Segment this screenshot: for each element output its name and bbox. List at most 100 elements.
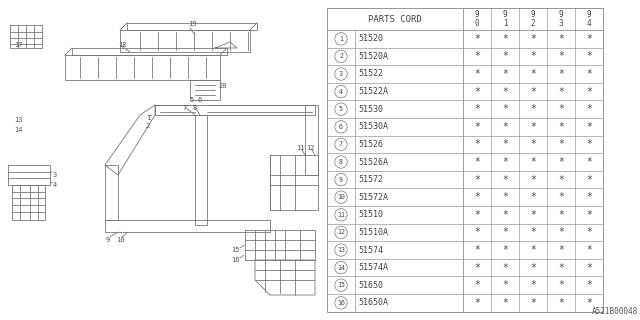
Text: *: * <box>558 245 564 255</box>
Text: *: * <box>558 122 564 132</box>
Circle shape <box>335 191 347 204</box>
Text: 6: 6 <box>339 124 343 130</box>
Text: 2: 2 <box>339 53 343 60</box>
Text: *: * <box>586 52 592 61</box>
Text: *: * <box>502 69 508 79</box>
Text: *: * <box>586 175 592 185</box>
Text: *: * <box>502 122 508 132</box>
Text: 11: 11 <box>337 212 345 218</box>
Text: *: * <box>474 298 480 308</box>
Text: 8: 8 <box>193 105 197 111</box>
Text: *: * <box>474 87 480 97</box>
Text: 16: 16 <box>231 257 239 263</box>
Circle shape <box>335 121 347 133</box>
Text: *: * <box>502 104 508 114</box>
Text: *: * <box>558 157 564 167</box>
Text: *: * <box>586 87 592 97</box>
Text: *: * <box>530 192 536 202</box>
Text: 1: 1 <box>339 36 343 42</box>
Text: *: * <box>474 263 480 273</box>
Text: 1: 1 <box>146 115 150 121</box>
Circle shape <box>335 297 347 309</box>
Circle shape <box>335 85 347 98</box>
Text: *: * <box>558 34 564 44</box>
Text: 3: 3 <box>339 71 343 77</box>
Text: *: * <box>530 87 536 97</box>
Text: 14: 14 <box>13 127 22 133</box>
Text: *: * <box>502 192 508 202</box>
Text: *: * <box>558 104 564 114</box>
Text: *: * <box>530 228 536 237</box>
Text: *: * <box>530 245 536 255</box>
Text: 19: 19 <box>188 21 196 27</box>
Text: 51530: 51530 <box>358 105 383 114</box>
Text: 16: 16 <box>337 300 345 306</box>
Bar <box>327 8 603 312</box>
Text: *: * <box>530 280 536 290</box>
Text: *: * <box>586 245 592 255</box>
Text: *: * <box>502 280 508 290</box>
Text: 2: 2 <box>146 123 150 129</box>
Text: *: * <box>474 140 480 149</box>
Text: *: * <box>586 34 592 44</box>
Text: *: * <box>474 34 480 44</box>
Text: *: * <box>558 263 564 273</box>
Text: 17: 17 <box>13 42 22 48</box>
Text: 5: 5 <box>190 97 194 103</box>
Text: 9: 9 <box>339 177 343 183</box>
Circle shape <box>335 261 347 274</box>
Text: 51574A: 51574A <box>358 263 388 272</box>
Circle shape <box>335 173 347 186</box>
Text: 15: 15 <box>337 282 345 288</box>
Text: 51510A: 51510A <box>358 228 388 237</box>
Text: 51572: 51572 <box>358 175 383 184</box>
Circle shape <box>335 244 347 256</box>
Text: *: * <box>530 157 536 167</box>
Text: *: * <box>530 140 536 149</box>
Text: 3: 3 <box>53 172 57 178</box>
Text: 51574: 51574 <box>358 245 383 254</box>
Text: 51520A: 51520A <box>358 52 388 61</box>
Circle shape <box>335 156 347 168</box>
Text: 12: 12 <box>306 145 314 151</box>
Text: 51530A: 51530A <box>358 122 388 131</box>
Text: 9
3: 9 3 <box>559 10 563 28</box>
Text: 20: 20 <box>218 83 227 89</box>
Text: 7: 7 <box>339 141 343 148</box>
Text: 10: 10 <box>116 237 124 243</box>
Text: *: * <box>474 228 480 237</box>
Text: 51526A: 51526A <box>358 157 388 166</box>
Text: 9
1: 9 1 <box>502 10 508 28</box>
Text: *: * <box>530 122 536 132</box>
Circle shape <box>335 33 347 45</box>
Text: *: * <box>502 140 508 149</box>
Text: 51510: 51510 <box>358 210 383 219</box>
Text: *: * <box>474 52 480 61</box>
Text: *: * <box>502 87 508 97</box>
Text: *: * <box>586 69 592 79</box>
Text: *: * <box>474 122 480 132</box>
Text: 4: 4 <box>339 89 343 95</box>
Text: 8: 8 <box>339 159 343 165</box>
Text: *: * <box>530 210 536 220</box>
Text: *: * <box>586 280 592 290</box>
Text: *: * <box>558 69 564 79</box>
Text: *: * <box>586 210 592 220</box>
Text: 51520: 51520 <box>358 34 383 43</box>
Text: 11: 11 <box>296 145 304 151</box>
Circle shape <box>335 103 347 116</box>
Text: *: * <box>558 52 564 61</box>
Text: *: * <box>502 228 508 237</box>
Text: 9
0: 9 0 <box>475 10 479 28</box>
Text: *: * <box>530 175 536 185</box>
Text: *: * <box>558 175 564 185</box>
Text: 51650: 51650 <box>358 281 383 290</box>
Text: *: * <box>502 210 508 220</box>
Circle shape <box>335 50 347 63</box>
Text: A521B00048: A521B00048 <box>592 307 638 316</box>
Text: *: * <box>586 157 592 167</box>
Text: *: * <box>558 298 564 308</box>
Text: *: * <box>530 263 536 273</box>
Text: *: * <box>530 69 536 79</box>
Text: *: * <box>474 210 480 220</box>
